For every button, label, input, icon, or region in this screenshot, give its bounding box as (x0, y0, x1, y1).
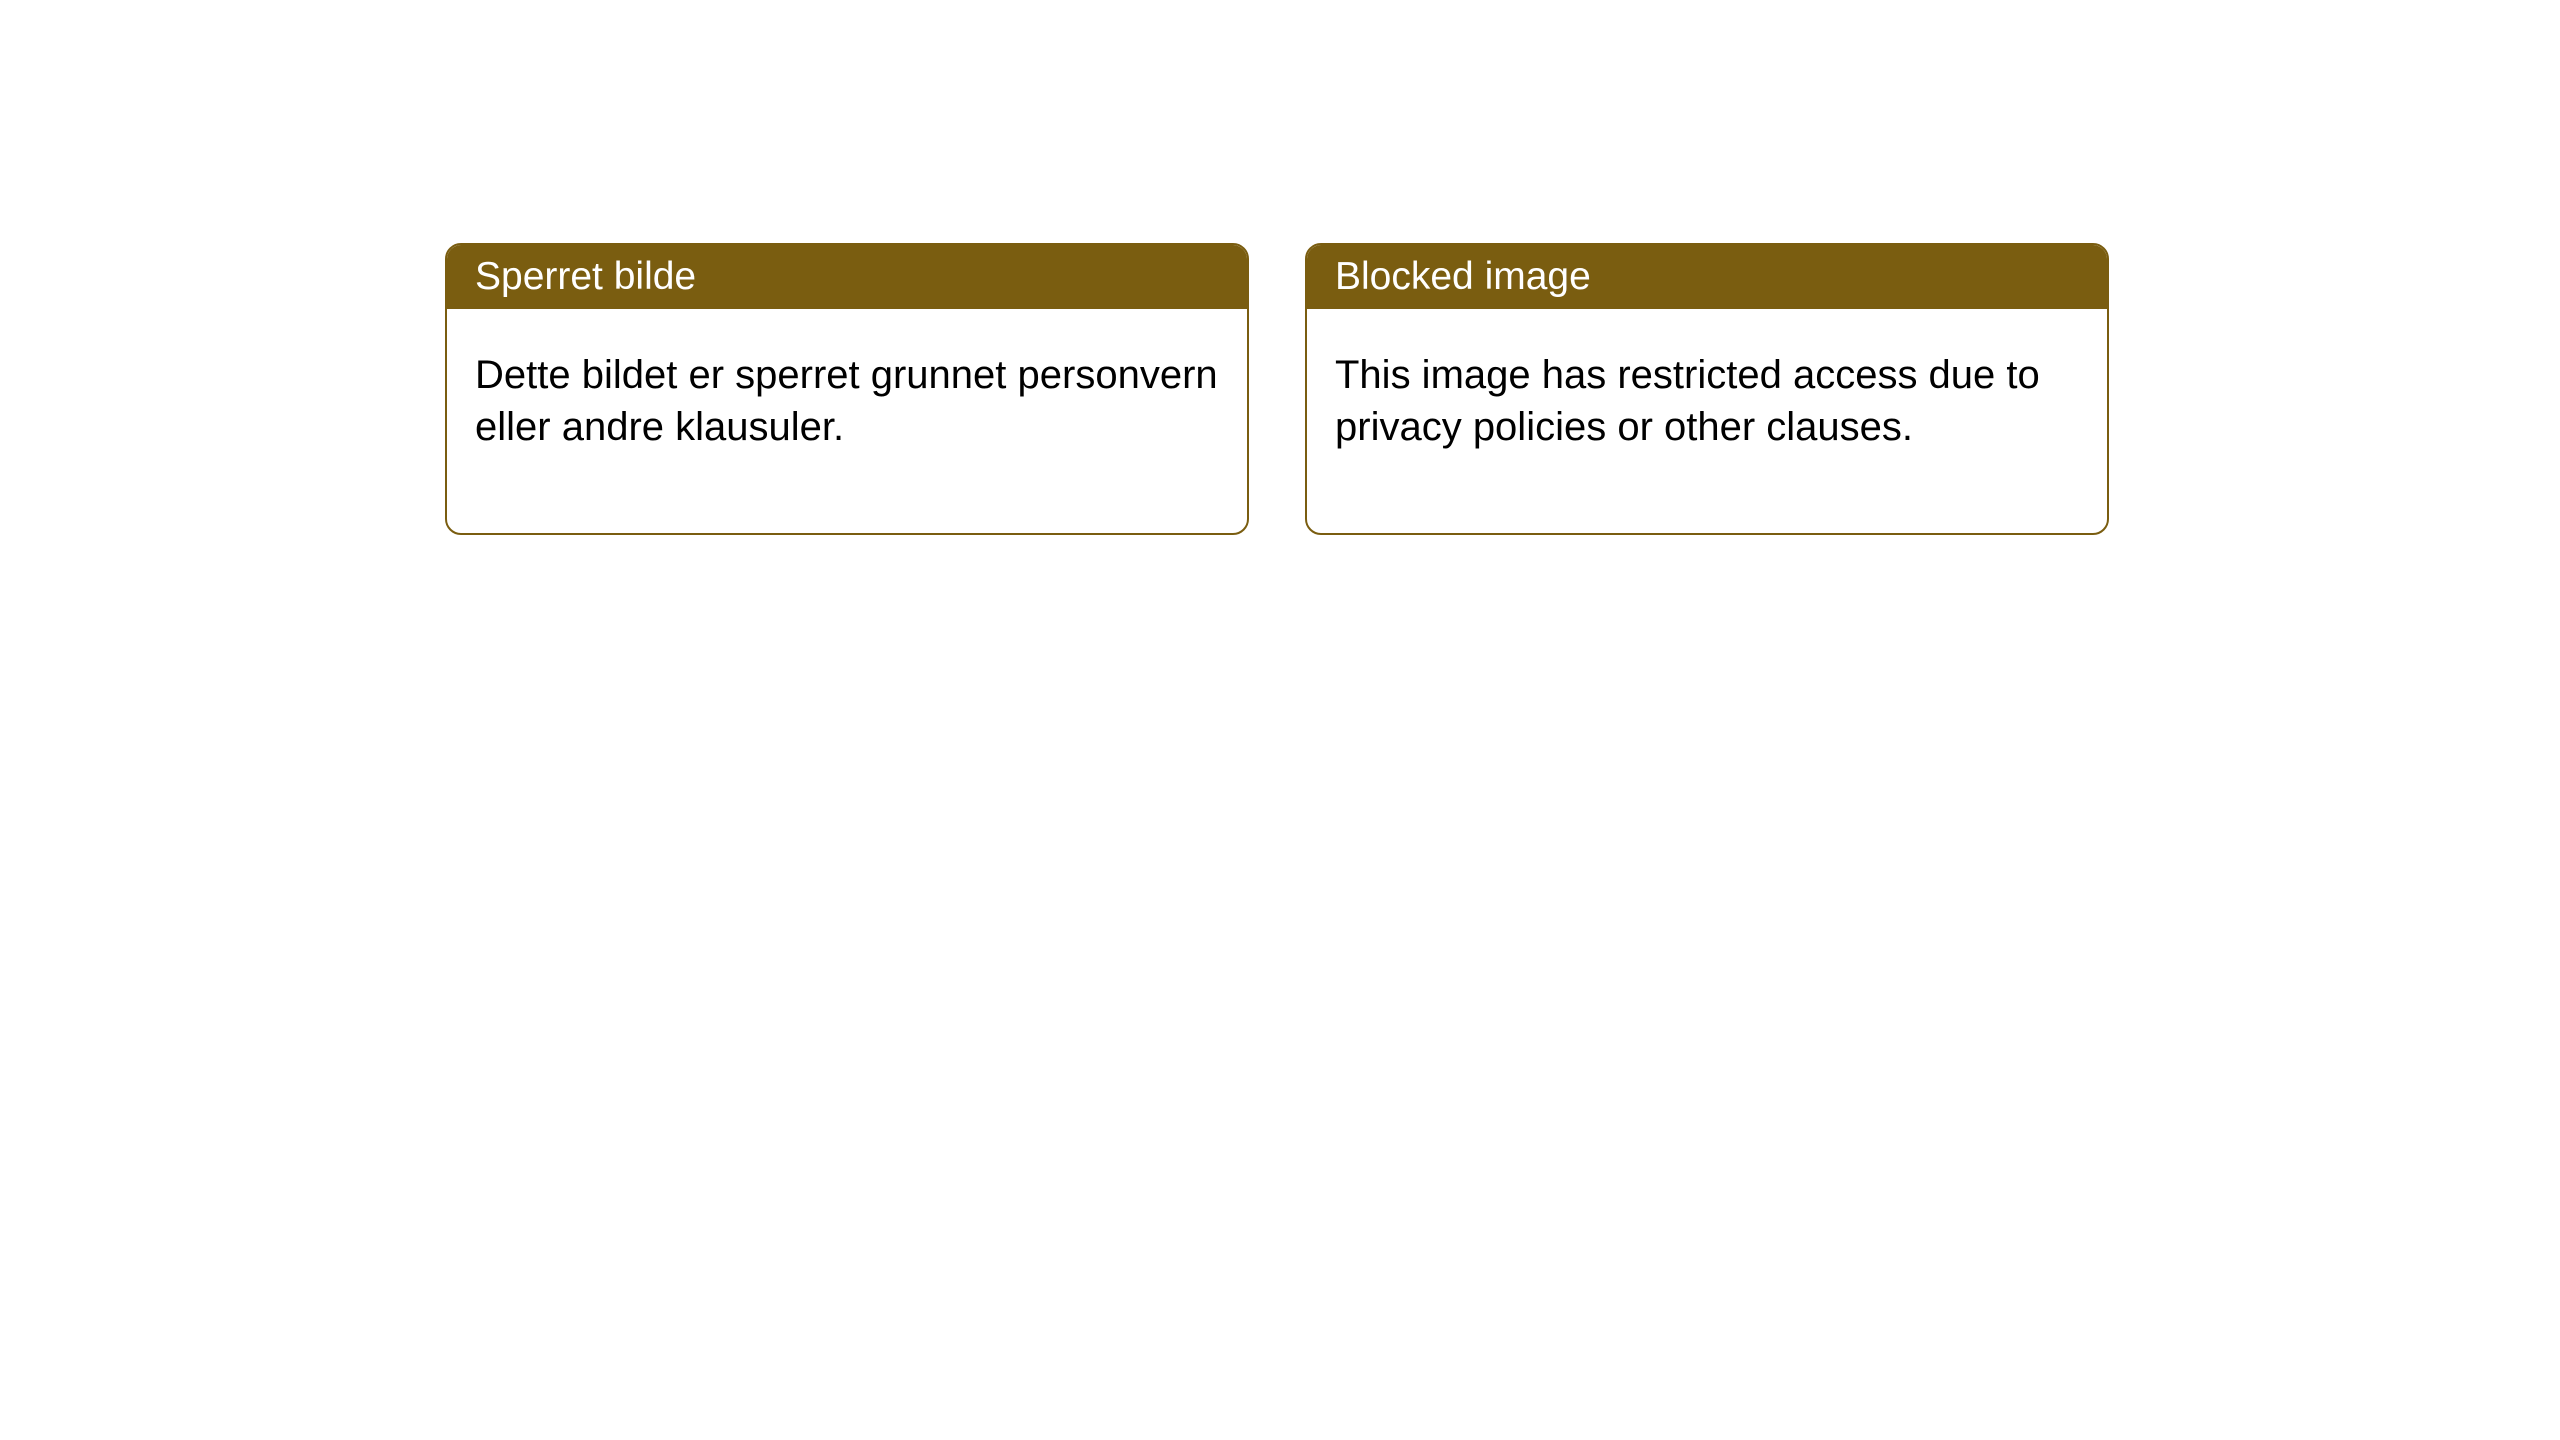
notice-card-english: Blocked image This image has restricted … (1305, 243, 2109, 535)
notice-body: Dette bildet er sperret grunnet personve… (447, 309, 1247, 533)
notice-title: Blocked image (1307, 245, 2107, 309)
notice-container: Sperret bilde Dette bildet er sperret gr… (0, 0, 2560, 535)
notice-card-norwegian: Sperret bilde Dette bildet er sperret gr… (445, 243, 1249, 535)
notice-body: This image has restricted access due to … (1307, 309, 2107, 533)
notice-title: Sperret bilde (447, 245, 1247, 309)
